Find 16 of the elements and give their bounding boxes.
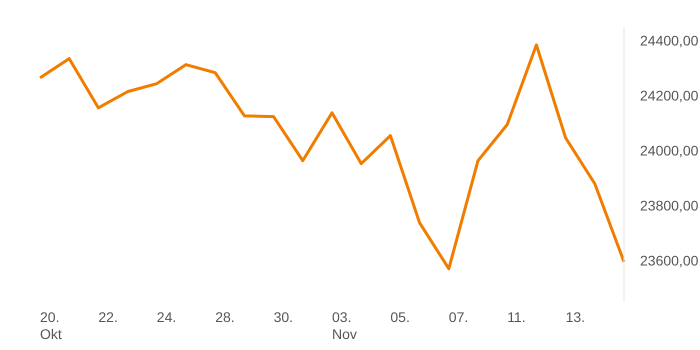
x-tick-label: 11. [507,309,526,325]
y-tick-label: 23800,00 [640,198,699,214]
x-tick-label: 03. Nov [332,309,357,342]
x-tick-label: 05. [390,309,410,325]
y-tick-label: 24200,00 [640,88,699,104]
x-tick-label: 30. [274,309,294,325]
y-tick-label: 24400,00 [640,32,699,49]
y-tick-label: 23600,00 [640,252,699,269]
y-tick-label: 24000,00 [640,142,699,159]
x-tick-label: 22. [98,309,118,325]
x-tick-label: 13. [566,309,586,325]
x-tick-label: 20. Okt [40,309,62,342]
line-series [38,43,626,270]
x-tick-label: 07. [448,309,468,325]
x-tick-label: 28. [215,309,235,325]
x-tick-label: 24. [156,309,176,325]
